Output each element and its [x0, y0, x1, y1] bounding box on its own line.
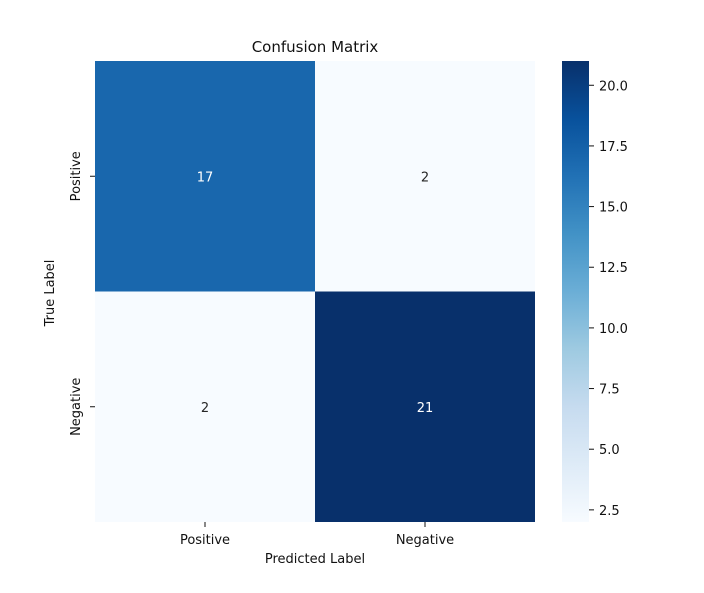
x-tick-label: Negative: [396, 533, 454, 548]
y-axis-label: True Label: [43, 260, 58, 328]
colorbar-tick-label: 12.5: [599, 261, 628, 276]
cell-value-label: 2: [201, 401, 209, 416]
y-axis-ticks: Positive Negative: [69, 151, 95, 436]
cell-value-label: 2: [421, 170, 429, 185]
heatmap-cell: [315, 61, 535, 292]
cell-value-label: 21: [417, 401, 434, 416]
y-tick-label: Positive: [69, 151, 84, 201]
colorbar-tick-label: 5.0: [599, 443, 620, 458]
x-axis-ticks: Positive Negative: [180, 522, 454, 548]
x-axis-label: Predicted Label: [265, 552, 365, 567]
heatmap-cell: [315, 291, 535, 522]
colorbar-tick-label: 20.0: [599, 79, 628, 94]
heatmap-cells: 17 2 2 21: [95, 61, 535, 522]
colorbar-gradient: [562, 61, 589, 522]
cell-value-label: 17: [197, 170, 214, 185]
y-tick-label: Negative: [69, 378, 84, 436]
x-tick-label: Positive: [180, 533, 230, 548]
colorbar: 2.5 5.0 7.5 10.0 12.5 15.0 17.5 20.0: [562, 61, 628, 522]
chart-title: Confusion Matrix: [252, 38, 379, 56]
colorbar-tick-label: 15.0: [599, 201, 628, 216]
colorbar-tick-label: 2.5: [599, 504, 620, 519]
colorbar-tick-label: 10.0: [599, 322, 628, 337]
heatmap-cell: [95, 61, 315, 292]
colorbar-tick-label: 17.5: [599, 140, 628, 155]
colorbar-tick-label: 7.5: [599, 383, 620, 398]
heatmap-cell: [95, 291, 315, 522]
